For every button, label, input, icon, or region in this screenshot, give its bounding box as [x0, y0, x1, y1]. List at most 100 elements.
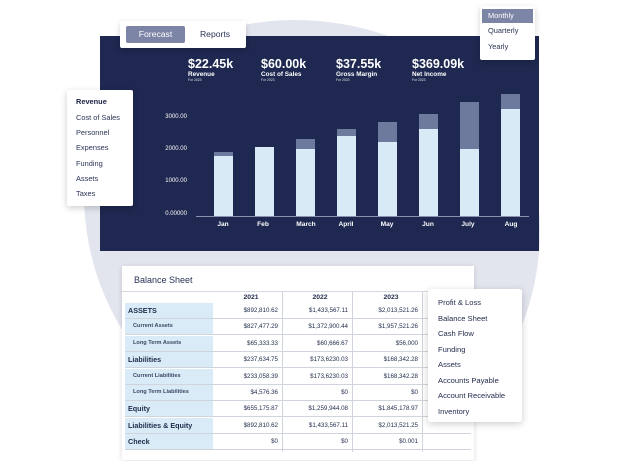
- divider: [122, 291, 474, 292]
- balance-sheet-title: Balance Sheet: [134, 275, 193, 285]
- table-cell: $168,342.28: [383, 356, 418, 364]
- bar-segment-top: [295, 138, 315, 150]
- bar-segment-top: [459, 102, 479, 149]
- kpi-label: Cost of Sales: [261, 71, 302, 78]
- table-cell: $56,000: [395, 339, 418, 347]
- bar-segment-base: [295, 149, 315, 216]
- table-cell: $655,175.87: [243, 405, 278, 413]
- x-tick-label: April: [338, 221, 354, 228]
- bar-segment-base: [459, 148, 479, 216]
- table-row: Long Term Liabilities $4,576.36 $0 $0: [125, 385, 471, 401]
- column-divider: [422, 292, 423, 452]
- row-label: Check: [125, 434, 213, 450]
- table-cell: $2,013,521.26: [378, 307, 418, 314]
- tab-forecast[interactable]: Forecast: [126, 26, 185, 43]
- table-cell: $1,433,567.11: [308, 307, 348, 314]
- table-cell: $173,6230.03: [310, 356, 348, 364]
- bar-segment-base: [500, 109, 520, 216]
- report-inventory[interactable]: Inventory: [438, 407, 470, 416]
- kpi-sub: For 2023: [336, 78, 350, 82]
- bar-segment-base: [336, 135, 356, 216]
- y-tick-label: 1000.00: [165, 178, 187, 184]
- category-taxes[interactable]: Taxes: [76, 189, 96, 198]
- period-option-yearly[interactable]: Yearly: [488, 42, 509, 51]
- bar-segment-base: [418, 128, 438, 216]
- x-tick-label: Jun: [422, 221, 434, 228]
- kpi-sub: For 2023: [188, 78, 202, 82]
- kpi-sub: For 2023: [412, 78, 426, 82]
- table-cell: $4,576.36: [250, 389, 278, 396]
- column-divider: [282, 292, 283, 452]
- table-cell: $2,013,521.25: [378, 421, 418, 429]
- tab-reports[interactable]: Reports: [199, 29, 231, 39]
- kpi-value: $22.45k: [188, 57, 234, 71]
- category-menu: Revenue Cost of Sales Personnel Expenses…: [67, 90, 133, 206]
- period-option-quarterly[interactable]: Quarterly: [488, 26, 519, 35]
- table-row: Current Assets $827,477.29 $1,372,900.44 $1…: [125, 319, 471, 336]
- row-label: Equity: [125, 401, 213, 417]
- kpi-cost-of-sales: $60.00k Cost of Sales For 2023: [261, 57, 307, 83]
- table-cell: $0: [341, 438, 348, 446]
- bar-segment-top: [213, 152, 233, 157]
- table-row: Equity $655,175.87 $1,259,944.08 $1,845,178…: [125, 401, 471, 418]
- report-account-receivable[interactable]: Account Receivable: [438, 391, 506, 400]
- table-cell: $168,342.28: [383, 372, 418, 380]
- x-tick-label: Jan: [217, 221, 229, 228]
- table-cell: $65,333.33: [247, 339, 278, 347]
- kpi-revenue: $22.45k Revenue For 2023: [188, 57, 234, 83]
- table-row: Long Term Assets $65,333.33 $60,666.67 $56,…: [125, 335, 471, 352]
- table-cell: $0: [411, 389, 418, 396]
- table-cell: $0: [341, 389, 348, 396]
- category-revenue[interactable]: Revenue: [76, 97, 107, 106]
- report-funding[interactable]: Funding: [438, 345, 466, 354]
- kpi-value: $60.00k: [261, 57, 307, 71]
- report-assets[interactable]: Assets: [438, 360, 461, 369]
- table-cell: $233,058.39: [243, 372, 278, 380]
- row-label: Current Assets: [125, 319, 213, 335]
- column-divider: [352, 292, 353, 452]
- report-accounts-payable[interactable]: Accounts Payable: [438, 376, 499, 385]
- period-menu: Monthly Quarterly Yearly: [480, 6, 535, 60]
- kpi-label: Revenue: [188, 71, 215, 78]
- category-cost-of-sales[interactable]: Cost of Sales: [76, 113, 120, 122]
- balance-sheet-card: Balance Sheet 2021 2022 2023 ASSETS $892,…: [122, 266, 474, 460]
- row-label: Current Liabilities: [125, 368, 213, 384]
- category-assets[interactable]: Assets: [76, 174, 99, 183]
- table-row: Liabilities & Equity $892,810.62 $1,433,56…: [125, 417, 471, 434]
- y-tick-label: 0.00000: [165, 211, 187, 217]
- report-profit-loss[interactable]: Profit & Loss: [438, 298, 482, 307]
- table-cell: $1,957,521.26: [378, 323, 418, 331]
- bar-segment-base: [377, 142, 397, 216]
- report-balance-sheet[interactable]: Balance Sheet: [438, 314, 488, 323]
- category-personnel[interactable]: Personnel: [76, 128, 110, 137]
- kpi-label: Net Income: [412, 71, 447, 78]
- table-cell: $892,810.62: [243, 307, 278, 314]
- x-tick-label: March: [296, 221, 316, 228]
- kpi-net-income: $369.09k Net Income For 2023: [412, 57, 465, 83]
- row-label: ASSETS: [125, 303, 213, 318]
- table-cell: $1,259,944.08: [308, 405, 348, 413]
- table-cell: $173,6230.03: [310, 372, 348, 380]
- table-cell: $1,372,900.44: [308, 323, 348, 331]
- year-header: 2022: [312, 294, 328, 301]
- table-row: Check $0 $0 $0.001: [125, 434, 471, 451]
- category-expenses[interactable]: Expenses: [76, 143, 109, 152]
- report-cash-flow[interactable]: Cash Flow: [438, 329, 474, 338]
- y-tick-label: 2000.00: [165, 146, 187, 152]
- kpi-value: $369.09k: [412, 57, 465, 71]
- kpi-label: Gross Margin: [336, 71, 378, 78]
- bar-segment-top: [336, 129, 356, 136]
- table-cell: $237,634.75: [243, 356, 278, 364]
- x-tick-label: Feb: [257, 221, 269, 228]
- table-cell: $1,433,567.11: [308, 421, 348, 429]
- period-option-monthly[interactable]: Monthly: [482, 9, 533, 23]
- category-funding[interactable]: Funding: [76, 159, 103, 168]
- x-tick-label: Aug: [504, 221, 518, 228]
- x-tick-label: July: [461, 221, 475, 228]
- year-header: 2021: [243, 294, 259, 301]
- table-row: ASSETS $892,810.62 $1,433,567.11 $2,013,521…: [125, 303, 471, 319]
- x-axis-line: [196, 216, 529, 217]
- table-cell: $60,666.67: [317, 339, 348, 347]
- year-header: 2023: [383, 294, 399, 301]
- table-row: Current Liabilities $233,058.39 $173,6230.…: [125, 368, 471, 385]
